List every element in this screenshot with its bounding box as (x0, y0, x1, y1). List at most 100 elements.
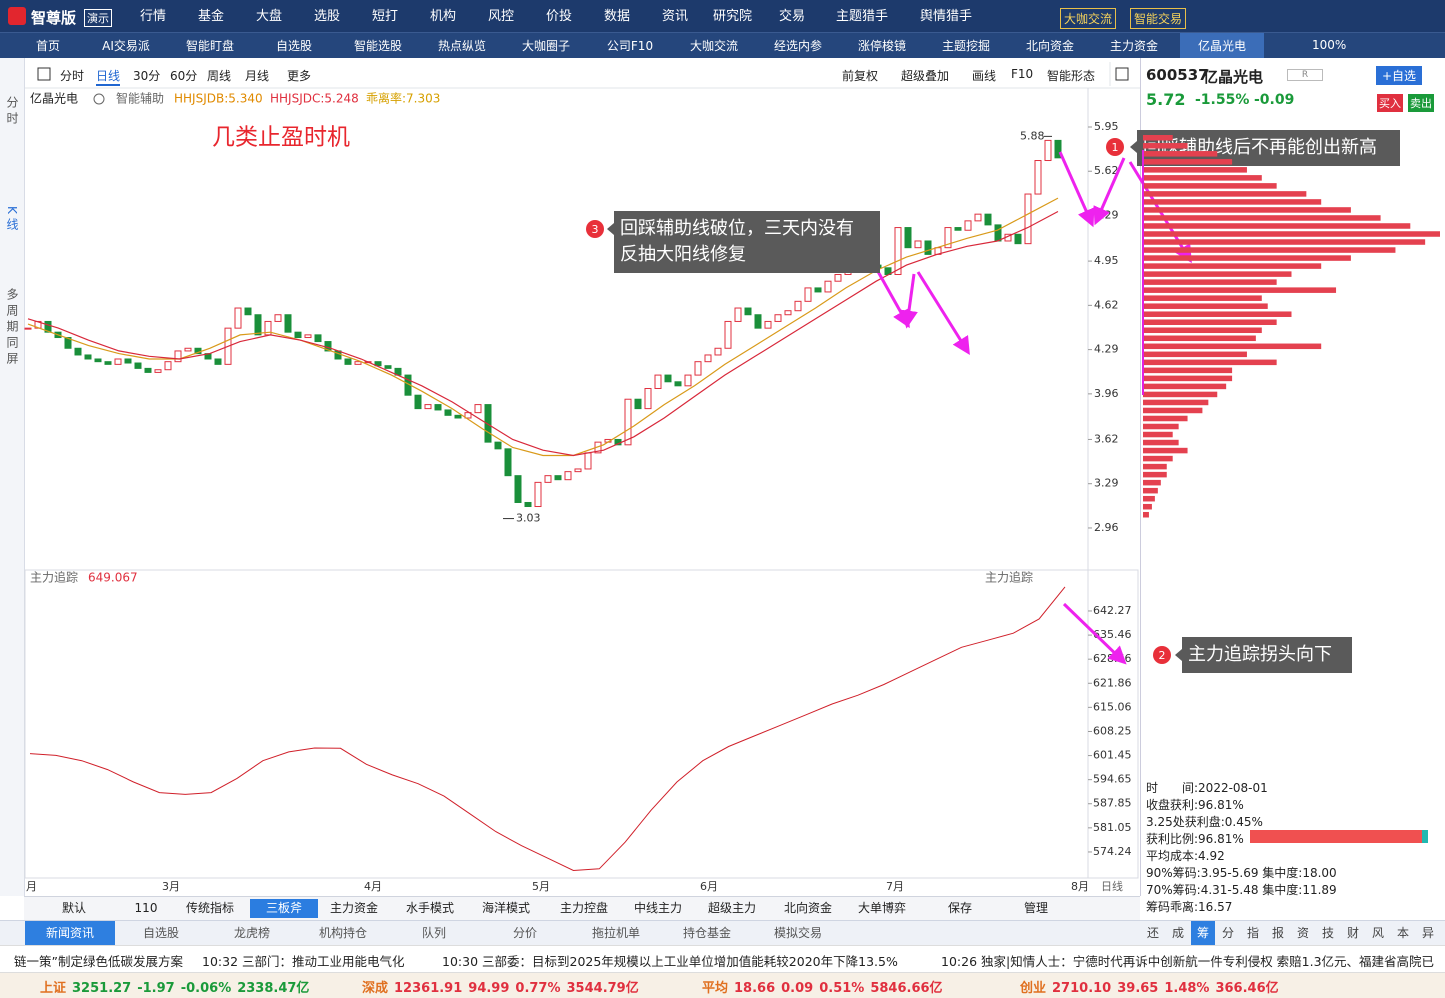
tab[interactable]: 大咖交流 (689, 39, 738, 53)
side-tab[interactable]: 多周期同屏 (5, 288, 19, 368)
right-tab[interactable]: 指 (1246, 926, 1259, 940)
menu-item[interactable]: 行情 (140, 9, 167, 24)
tab[interactable]: 大咖圈子 (521, 39, 570, 53)
menu-item[interactable]: 选股 (314, 9, 341, 24)
index-pct: 0.51% (819, 981, 865, 996)
sell-button[interactable]: 卖出 (1408, 94, 1434, 112)
news-tab[interactable]: 自选股 (142, 926, 179, 940)
tab[interactable]: 自选股 (275, 39, 312, 53)
period[interactable]: 更多 (287, 69, 312, 83)
tab[interactable]: 智能盯盘 (185, 39, 234, 53)
right-tab[interactable]: 成 (1171, 926, 1184, 940)
indicator-tab[interactable]: 中线主力 (633, 901, 682, 915)
indicator-tab[interactable]: 主力控盘 (559, 901, 608, 915)
news-item[interactable]: 10:32 三部门：推动工业用能电气化 (202, 954, 405, 969)
indicator-tab[interactable]: 保存 (947, 901, 972, 915)
tool[interactable]: 超级叠加 (901, 69, 950, 83)
tool[interactable]: 智能形态 (1047, 69, 1096, 83)
menu-item[interactable]: 大盘 (256, 9, 283, 24)
tool[interactable]: 画线 (972, 69, 997, 83)
right-tab[interactable]: 资 (1296, 926, 1309, 940)
indicator-tab[interactable]: 传统指标 (185, 901, 234, 915)
chip-bar (1143, 383, 1227, 390)
tab[interactable]: 智能选股 (353, 39, 402, 53)
tab[interactable]: AI交易派 (102, 39, 150, 53)
menu-item[interactable]: 资讯 (662, 9, 689, 24)
indicator-tab[interactable]: 110 (134, 901, 158, 915)
panel-toggle[interactable] (1115, 67, 1129, 81)
top-button[interactable]: 大咖交流 (1060, 8, 1117, 29)
indicator-tab[interactable]: 主力资金 (329, 901, 378, 915)
indicator-tab[interactable]: 管理 (1023, 901, 1048, 915)
menu-item[interactable]: 短打 (372, 9, 399, 24)
side-tab[interactable]: 分时 (5, 96, 19, 128)
indicator-tab[interactable]: 超级主力 (707, 901, 756, 915)
period[interactable]: 周线 (207, 69, 232, 83)
right-tab[interactable]: 分 (1221, 926, 1234, 940)
y-tick-label: 2.96 (1094, 521, 1119, 534)
top-button[interactable]: 智能交易 (1130, 8, 1187, 29)
right-tab[interactable]: 本 (1396, 926, 1409, 940)
indicator-tab[interactable]: 北向资金 (783, 901, 832, 915)
news-tab[interactable]: 分价 (512, 926, 537, 940)
right-tab[interactable]: 报 (1271, 926, 1284, 940)
indicator-tab[interactable]: 水手模式 (405, 901, 454, 915)
news-tab[interactable]: 模拟交易 (773, 926, 822, 940)
buy-button[interactable]: 买入 (1377, 94, 1403, 112)
chip-bar (1143, 159, 1233, 165)
news-tab[interactable]: 队列 (421, 926, 446, 940)
candle (234, 307, 242, 329)
tab[interactable]: 亿晶光电 (1180, 33, 1264, 59)
menu-item[interactable]: 研究院 (713, 9, 753, 24)
chip-bar (1143, 471, 1167, 478)
news-item[interactable]: 10:30 三部委：目标到2025年规模以上工业单位增加值能耗较2020年下降1… (442, 954, 898, 969)
right-tab[interactable]: 异 (1421, 926, 1434, 940)
right-tab[interactable]: 财 (1346, 926, 1359, 940)
right-tab[interactable]: 风 (1371, 926, 1384, 940)
tab[interactable]: 经选内参 (773, 39, 822, 53)
right-tab[interactable]: 还 (1146, 926, 1159, 940)
right-tab[interactable]: 技 (1321, 926, 1334, 940)
menu-item[interactable]: 风控 (488, 9, 515, 24)
panel-toggle[interactable] (37, 67, 51, 81)
period[interactable]: 30分 (133, 69, 161, 83)
tab[interactable]: 首页 (35, 39, 60, 53)
side-tab[interactable]: K线 (5, 206, 19, 234)
news-tab[interactable]: 新闻资讯 (25, 921, 115, 945)
tab[interactable]: 主力资金 (1109, 39, 1158, 53)
menu-item[interactable]: 舆情猎手 (920, 9, 973, 24)
news-tab[interactable]: 机构持仓 (318, 926, 367, 940)
tool[interactable]: F10 (1011, 67, 1034, 81)
tab[interactable]: 公司F10 (606, 39, 654, 53)
indicator-tab[interactable]: 大单博弈 (857, 901, 906, 915)
news-item[interactable]: 10:26 独家|知情人士：宁德时代再诉中创新航一件专利侵权 索赔1.3亿元、福… (941, 954, 1435, 969)
news-tab[interactable]: 拖拉机单 (591, 926, 640, 940)
right-tab[interactable]: 筹 (1191, 921, 1215, 945)
tab[interactable]: 主题挖掘 (941, 39, 990, 53)
add-watch[interactable]: +自选 (1376, 66, 1423, 85)
tab[interactable]: 涨停梭镜 (857, 39, 906, 53)
chip-bar (1143, 239, 1426, 245)
menu-item[interactable]: 基金 (198, 9, 225, 24)
brand: 智尊版 (31, 9, 77, 27)
menu-item[interactable]: 价投 (546, 9, 573, 24)
menu-item[interactable]: 数据 (604, 9, 631, 24)
news-item[interactable]: 链一策”制定绿色低碳发展方案 (14, 954, 183, 969)
menu-item[interactable]: 交易 (779, 9, 806, 24)
period[interactable]: 分时 (60, 69, 85, 83)
news-tab[interactable]: 龙虎榜 (233, 926, 270, 940)
period[interactable]: 日线 (96, 67, 121, 86)
period[interactable]: 60分 (170, 69, 198, 83)
tab[interactable]: 热点纵览 (437, 39, 486, 53)
menu-item[interactable]: 机构 (430, 9, 457, 24)
indicator-tab[interactable]: 三板斧 (250, 899, 318, 918)
news-tab[interactable]: 持仓基金 (682, 926, 731, 940)
candle (984, 213, 992, 226)
menu-item[interactable]: 主题猎手 (836, 9, 889, 24)
tab[interactable]: 北向资金 (1025, 39, 1074, 53)
indicator-tab[interactable]: 默认 (61, 901, 86, 915)
indicator-tab[interactable]: 海洋模式 (481, 901, 530, 915)
tool[interactable]: 前复权 (842, 69, 879, 83)
x-tick-label: 3月 (162, 880, 180, 893)
period[interactable]: 月线 (245, 69, 270, 83)
